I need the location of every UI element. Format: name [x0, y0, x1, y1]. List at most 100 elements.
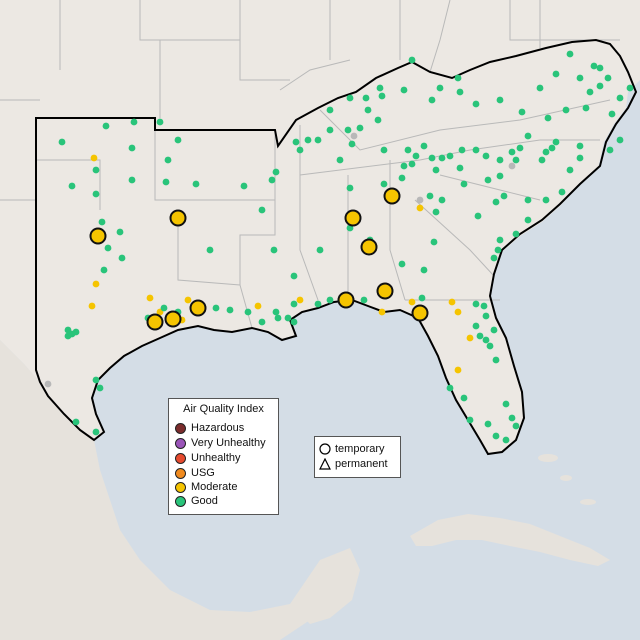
- good-monitor-dot[interactable]: [576, 154, 584, 162]
- good-monitor-dot[interactable]: [482, 336, 490, 344]
- good-monitor-dot[interactable]: [326, 106, 334, 114]
- good-monitor-dot[interactable]: [486, 342, 494, 350]
- good-monitor-dot[interactable]: [420, 266, 428, 274]
- good-monitor-dot[interactable]: [380, 146, 388, 154]
- good-monitor-dot[interactable]: [490, 254, 498, 262]
- good-monitor-dot[interactable]: [456, 88, 464, 96]
- good-monitor-dot[interactable]: [344, 126, 352, 134]
- good-monitor-dot[interactable]: [518, 108, 526, 116]
- good-monitor-dot[interactable]: [492, 432, 500, 440]
- good-monitor-dot[interactable]: [500, 192, 508, 200]
- good-monitor-dot[interactable]: [484, 176, 492, 184]
- moderate-monitor-dot[interactable]: [88, 302, 96, 310]
- good-monitor-dot[interactable]: [404, 146, 412, 154]
- moderate-temporary-monitor[interactable]: [337, 291, 355, 309]
- moderate-temporary-monitor[interactable]: [89, 227, 107, 245]
- good-monitor-dot[interactable]: [596, 82, 604, 90]
- good-monitor-dot[interactable]: [374, 116, 382, 124]
- good-monitor-dot[interactable]: [492, 198, 500, 206]
- good-monitor-dot[interactable]: [428, 96, 436, 104]
- good-monitor-dot[interactable]: [482, 312, 490, 320]
- no-data-monitor-dot[interactable]: [416, 196, 424, 204]
- good-monitor-dot[interactable]: [346, 94, 354, 102]
- good-monitor-dot[interactable]: [118, 254, 126, 262]
- good-monitor-dot[interactable]: [472, 146, 480, 154]
- good-monitor-dot[interactable]: [72, 328, 80, 336]
- good-monitor-dot[interactable]: [608, 110, 616, 118]
- good-monitor-dot[interactable]: [616, 94, 624, 102]
- good-monitor-dot[interactable]: [162, 178, 170, 186]
- good-monitor-dot[interactable]: [104, 244, 112, 252]
- moderate-monitor-dot[interactable]: [184, 296, 192, 304]
- good-monitor-dot[interactable]: [364, 106, 372, 114]
- good-monitor-dot[interactable]: [92, 190, 100, 198]
- moderate-monitor-dot[interactable]: [92, 280, 100, 288]
- moderate-temporary-monitor[interactable]: [344, 209, 362, 227]
- good-monitor-dot[interactable]: [552, 70, 560, 78]
- good-monitor-dot[interactable]: [590, 62, 598, 70]
- good-monitor-dot[interactable]: [472, 100, 480, 108]
- good-monitor-dot[interactable]: [484, 420, 492, 428]
- good-monitor-dot[interactable]: [164, 156, 172, 164]
- moderate-monitor-dot[interactable]: [454, 308, 462, 316]
- moderate-monitor-dot[interactable]: [296, 296, 304, 304]
- moderate-temporary-monitor[interactable]: [169, 209, 187, 227]
- good-monitor-dot[interactable]: [400, 86, 408, 94]
- good-monitor-dot[interactable]: [326, 296, 334, 304]
- good-monitor-dot[interactable]: [430, 238, 438, 246]
- good-monitor-dot[interactable]: [192, 180, 200, 188]
- good-monitor-dot[interactable]: [496, 96, 504, 104]
- good-monitor-dot[interactable]: [290, 318, 298, 326]
- good-monitor-dot[interactable]: [496, 156, 504, 164]
- moderate-temporary-monitor[interactable]: [376, 282, 394, 300]
- good-monitor-dot[interactable]: [68, 182, 76, 190]
- good-monitor-dot[interactable]: [212, 304, 220, 312]
- moderate-temporary-monitor[interactable]: [164, 310, 182, 328]
- moderate-temporary-monitor[interactable]: [360, 238, 378, 256]
- good-monitor-dot[interactable]: [58, 138, 66, 146]
- good-monitor-dot[interactable]: [542, 148, 550, 156]
- good-monitor-dot[interactable]: [472, 322, 480, 330]
- moderate-monitor-dot[interactable]: [378, 308, 386, 316]
- good-monitor-dot[interactable]: [480, 302, 488, 310]
- good-monitor-dot[interactable]: [512, 230, 520, 238]
- good-monitor-dot[interactable]: [398, 174, 406, 182]
- good-monitor-dot[interactable]: [326, 126, 334, 134]
- moderate-monitor-dot[interactable]: [90, 154, 98, 162]
- good-monitor-dot[interactable]: [496, 236, 504, 244]
- good-monitor-dot[interactable]: [290, 272, 298, 280]
- good-monitor-dot[interactable]: [466, 416, 474, 424]
- good-monitor-dot[interactable]: [524, 196, 532, 204]
- good-monitor-dot[interactable]: [454, 74, 462, 82]
- good-monitor-dot[interactable]: [438, 154, 446, 162]
- good-monitor-dot[interactable]: [174, 136, 182, 144]
- good-monitor-dot[interactable]: [548, 144, 556, 152]
- good-monitor-dot[interactable]: [378, 92, 386, 100]
- good-monitor-dot[interactable]: [536, 84, 544, 92]
- moderate-monitor-dot[interactable]: [466, 334, 474, 342]
- good-monitor-dot[interactable]: [432, 166, 440, 174]
- good-monitor-dot[interactable]: [412, 152, 420, 160]
- good-monitor-dot[interactable]: [336, 156, 344, 164]
- no-data-monitor-dot[interactable]: [350, 132, 358, 140]
- no-data-monitor-dot[interactable]: [44, 380, 52, 388]
- good-monitor-dot[interactable]: [420, 142, 428, 150]
- good-monitor-dot[interactable]: [92, 166, 100, 174]
- good-monitor-dot[interactable]: [356, 124, 364, 132]
- moderate-temporary-monitor[interactable]: [383, 187, 401, 205]
- good-monitor-dot[interactable]: [98, 218, 106, 226]
- good-monitor-dot[interactable]: [494, 246, 502, 254]
- good-monitor-dot[interactable]: [516, 144, 524, 152]
- good-monitor-dot[interactable]: [348, 140, 356, 148]
- good-monitor-dot[interactable]: [304, 136, 312, 144]
- good-monitor-dot[interactable]: [558, 188, 566, 196]
- moderate-monitor-dot[interactable]: [416, 204, 424, 212]
- moderate-monitor-dot[interactable]: [254, 302, 262, 310]
- good-monitor-dot[interactable]: [268, 176, 276, 184]
- good-monitor-dot[interactable]: [92, 376, 100, 384]
- good-monitor-dot[interactable]: [316, 246, 324, 254]
- good-monitor-dot[interactable]: [398, 260, 406, 268]
- good-monitor-dot[interactable]: [502, 400, 510, 408]
- good-monitor-dot[interactable]: [408, 160, 416, 168]
- good-monitor-dot[interactable]: [376, 84, 384, 92]
